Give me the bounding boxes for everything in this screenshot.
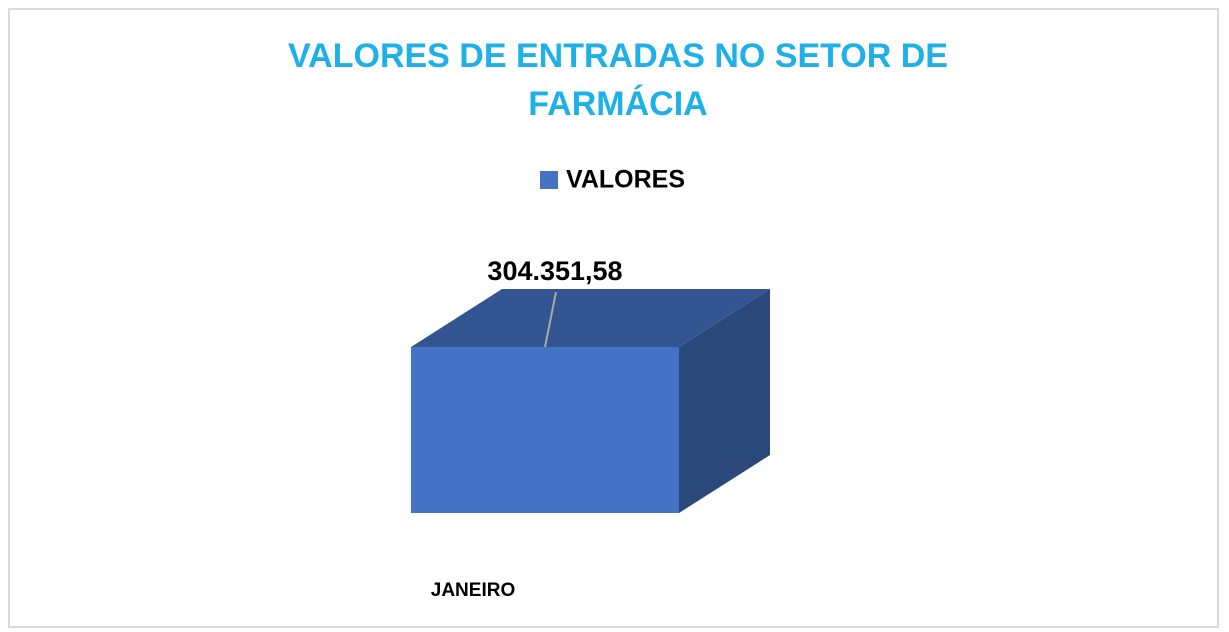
x-tick-label: JANEIRO bbox=[431, 580, 515, 601]
chart-title: VALORES DE ENTRADAS NO SETOR DE FARMÁCIA bbox=[288, 37, 948, 123]
bar-top bbox=[411, 289, 770, 347]
bar bbox=[411, 347, 679, 513]
legend-swatch bbox=[540, 171, 558, 189]
data-label: 304.351,58 bbox=[487, 256, 622, 286]
chart-frame bbox=[8, 8, 1219, 628]
bar-side bbox=[679, 289, 770, 513]
leader-line bbox=[544, 291, 557, 348]
legend-label: VALORES bbox=[566, 166, 685, 194]
